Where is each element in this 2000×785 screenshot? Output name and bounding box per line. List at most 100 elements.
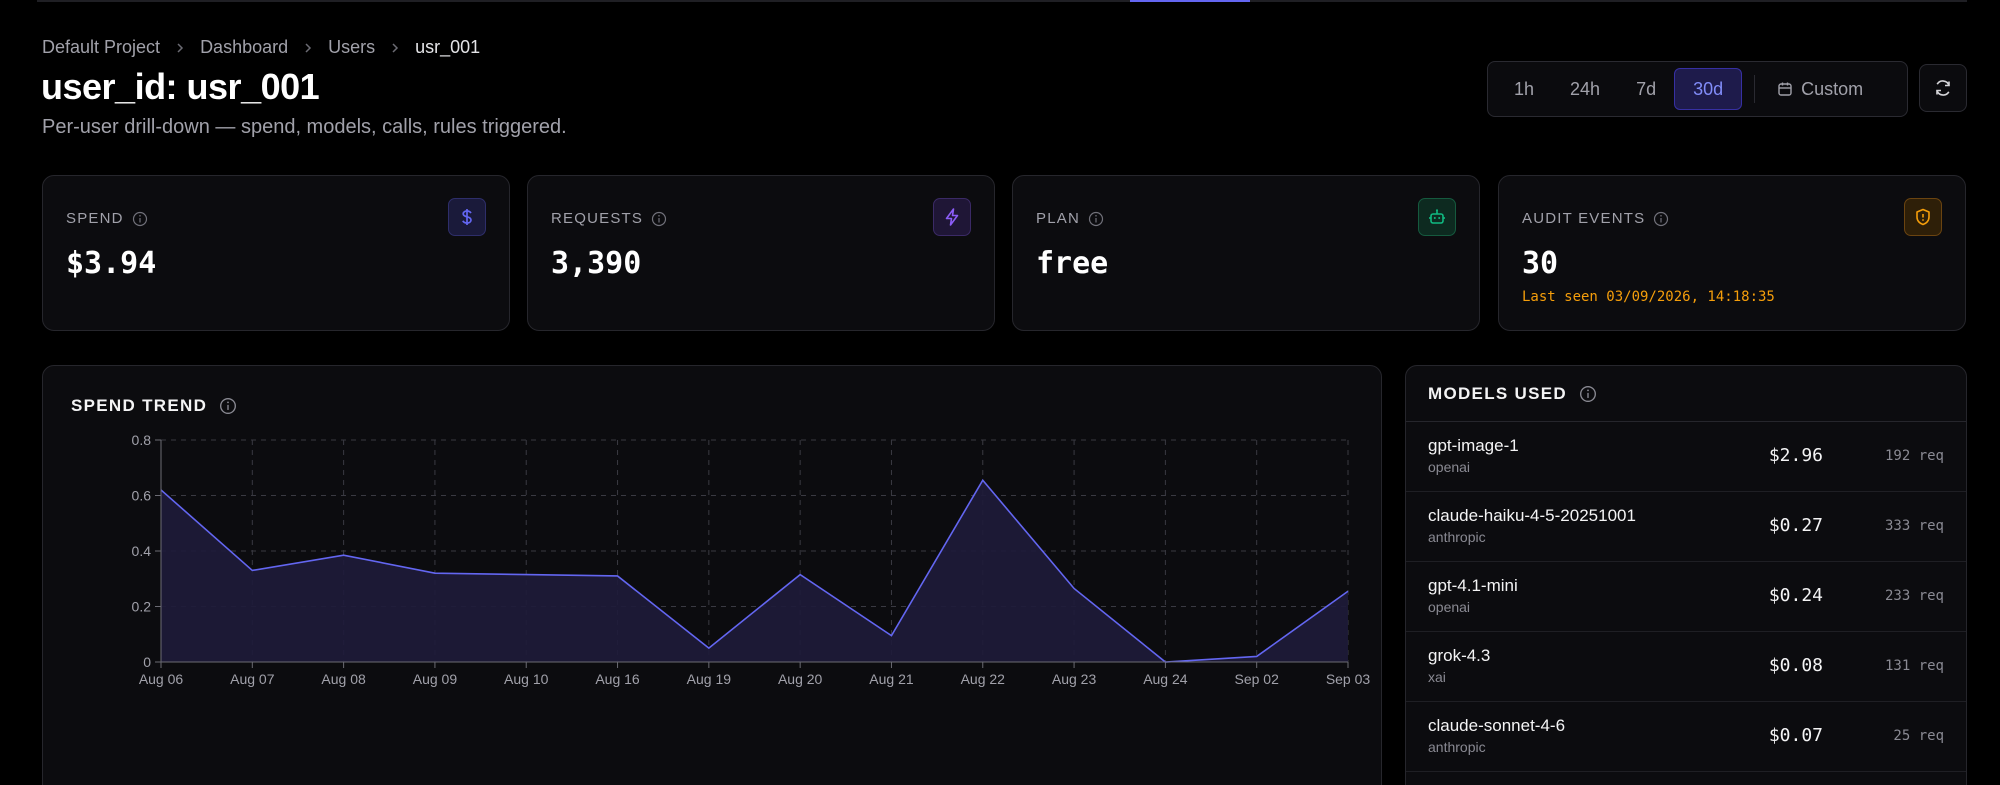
data-point	[798, 573, 802, 577]
range-divider	[1754, 75, 1756, 103]
info-icon[interactable]	[132, 211, 148, 227]
y-tick-label: 0.4	[132, 543, 152, 559]
active-tab-indicator	[1130, 0, 1250, 2]
model-requests: 25 req	[1893, 728, 1944, 744]
models-used-title: MODELS USED	[1428, 384, 1567, 403]
x-tick-label: Aug 06	[139, 671, 184, 687]
x-tick-label: Aug 21	[869, 671, 914, 687]
requests-value: 3,390	[551, 246, 642, 281]
info-icon[interactable]	[651, 211, 667, 227]
x-tick-label: Aug 08	[321, 671, 366, 687]
breadcrumb-project[interactable]: Default Project	[42, 37, 161, 57]
range-24h-button[interactable]: 24h	[1570, 78, 1601, 99]
model-cost: $0.08	[1768, 655, 1823, 676]
time-range-selector: 1h 24h 7d 30d Custom	[1487, 61, 1908, 117]
models-used-panel: MODELS USED gpt-image-1 openai $2.96 192…	[1405, 365, 1967, 785]
chevron-right-icon	[302, 42, 314, 54]
x-tick-label: Aug 24	[1143, 671, 1188, 687]
breadcrumb-users[interactable]: Users	[328, 37, 376, 57]
x-tick-label: Aug 19	[687, 671, 732, 687]
x-tick-label: Aug 10	[504, 671, 549, 687]
spend-value: $3.94	[66, 246, 157, 281]
model-row[interactable]: claude-haiku-4-5-20251001 anthropic $0.2…	[1406, 492, 1966, 562]
model-provider: anthropic	[1428, 529, 1486, 545]
spend-trend-panel: SPEND TREND 0 0.2 0.4 0.6 0.8 Aug 06 Aug 07 Aug…	[42, 365, 1382, 785]
y-tick-label: 0.2	[132, 599, 152, 615]
last-seen-note: Last seen 03/09/2026, 14:18:35	[1522, 289, 1775, 305]
model-cost: $2.96	[1768, 445, 1823, 466]
models-used-header: MODELS USED	[1406, 366, 1966, 422]
breadcrumb-dashboard[interactable]: Dashboard	[200, 37, 289, 57]
info-icon[interactable]	[1579, 385, 1597, 403]
model-row[interactable]: gpt-image-1 openai $2.96 192 req	[1406, 422, 1966, 492]
x-tick-label: Aug 07	[230, 671, 275, 687]
range-30d-button[interactable]: 30d	[1674, 68, 1743, 110]
page-title: user_id: usr_001	[41, 66, 320, 107]
x-tick-label: Aug 09	[413, 671, 458, 687]
model-provider: anthropic	[1428, 739, 1486, 755]
chevron-right-icon	[389, 42, 401, 54]
lightning-icon	[933, 198, 971, 236]
model-name: gpt-image-1	[1428, 436, 1519, 455]
model-name: claude-haiku-4-5-20251001	[1428, 506, 1636, 525]
data-point	[616, 574, 620, 578]
y-tick-label: 0	[143, 654, 151, 670]
x-tick-label: Sep 02	[1235, 671, 1280, 687]
data-point	[342, 553, 346, 557]
range-7d-button[interactable]: 7d	[1636, 78, 1657, 99]
refresh-icon	[1933, 78, 1953, 98]
robot-icon	[1418, 198, 1456, 236]
model-requests: 333 req	[1884, 518, 1944, 534]
x-tick-label: Sep 03	[1326, 671, 1371, 687]
model-name: gpt-4.1-mini	[1428, 576, 1518, 595]
plan-value: free	[1036, 246, 1109, 281]
refresh-button[interactable]	[1919, 64, 1967, 112]
spend-card: SPEND $3.94	[42, 175, 510, 331]
data-point	[889, 634, 893, 638]
data-point	[1255, 654, 1259, 658]
breadcrumb-current-user: usr_001	[415, 37, 481, 57]
spend-line	[160, 478, 1349, 663]
info-icon[interactable]	[219, 397, 237, 415]
info-icon[interactable]	[1088, 211, 1104, 227]
data-point	[981, 478, 985, 482]
model-name: grok-4.3	[1428, 646, 1491, 665]
model-cost: $0.27	[1768, 515, 1823, 536]
top-divider	[37, 0, 1967, 2]
spend-label: SPEND	[66, 210, 124, 227]
plan-label: PLAN	[1036, 210, 1080, 227]
model-row[interactable]: grok-4.3 xai $0.08 131 req	[1406, 632, 1966, 702]
range-1h-button[interactable]: 1h	[1514, 78, 1535, 99]
model-name: claude-sonnet-4-6	[1428, 716, 1566, 735]
model-requests: 192 req	[1884, 448, 1944, 464]
dollar-icon	[448, 198, 486, 236]
audit-events-label: AUDIT EVENTS	[1522, 210, 1646, 227]
model-row[interactable]: gpt-4.1-mini openai $0.24 233 req	[1406, 562, 1966, 632]
x-tick-label: Aug 16	[595, 671, 640, 687]
shield-icon	[1904, 198, 1942, 236]
model-provider: openai	[1428, 599, 1471, 615]
spend-trend-chart[interactable]: 0 0.2 0.4 0.6 0.8 Aug 06 Aug 07 Aug 08 Aug 09 Aug…	[43, 366, 1383, 785]
data-point	[1072, 586, 1076, 590]
data-point	[707, 646, 711, 650]
model-requests: 233 req	[1884, 588, 1944, 604]
custom-range-button[interactable]: Custom	[1767, 68, 1873, 110]
plan-card: PLAN free	[1012, 175, 1480, 331]
audit-events-card: AUDIT EVENTS 30 Last seen 03/09/2026, 14…	[1498, 175, 1966, 331]
spend-label-row: SPEND	[66, 210, 148, 227]
model-cost: $0.07	[1768, 725, 1823, 746]
page-subtitle: Per-user drill-down — spend, models, cal…	[42, 116, 567, 138]
chevron-right-icon	[174, 42, 186, 54]
audit-label-row: AUDIT EVENTS	[1522, 210, 1669, 227]
spend-trend-title: SPEND TREND	[71, 396, 208, 415]
data-point	[524, 573, 528, 577]
data-point	[433, 571, 437, 575]
info-icon[interactable]	[1653, 211, 1669, 227]
requests-card: REQUESTS 3,390	[527, 175, 995, 331]
model-row[interactable]: claude-sonnet-4-6 anthropic $0.07 25 req	[1406, 702, 1966, 772]
breadcrumb: Default Project Dashboard Users usr_001	[42, 37, 480, 58]
y-tick-label: 0.6	[132, 488, 152, 504]
model-provider: xai	[1428, 669, 1446, 685]
x-tick-label: Aug 20	[778, 671, 823, 687]
data-point	[250, 568, 254, 572]
